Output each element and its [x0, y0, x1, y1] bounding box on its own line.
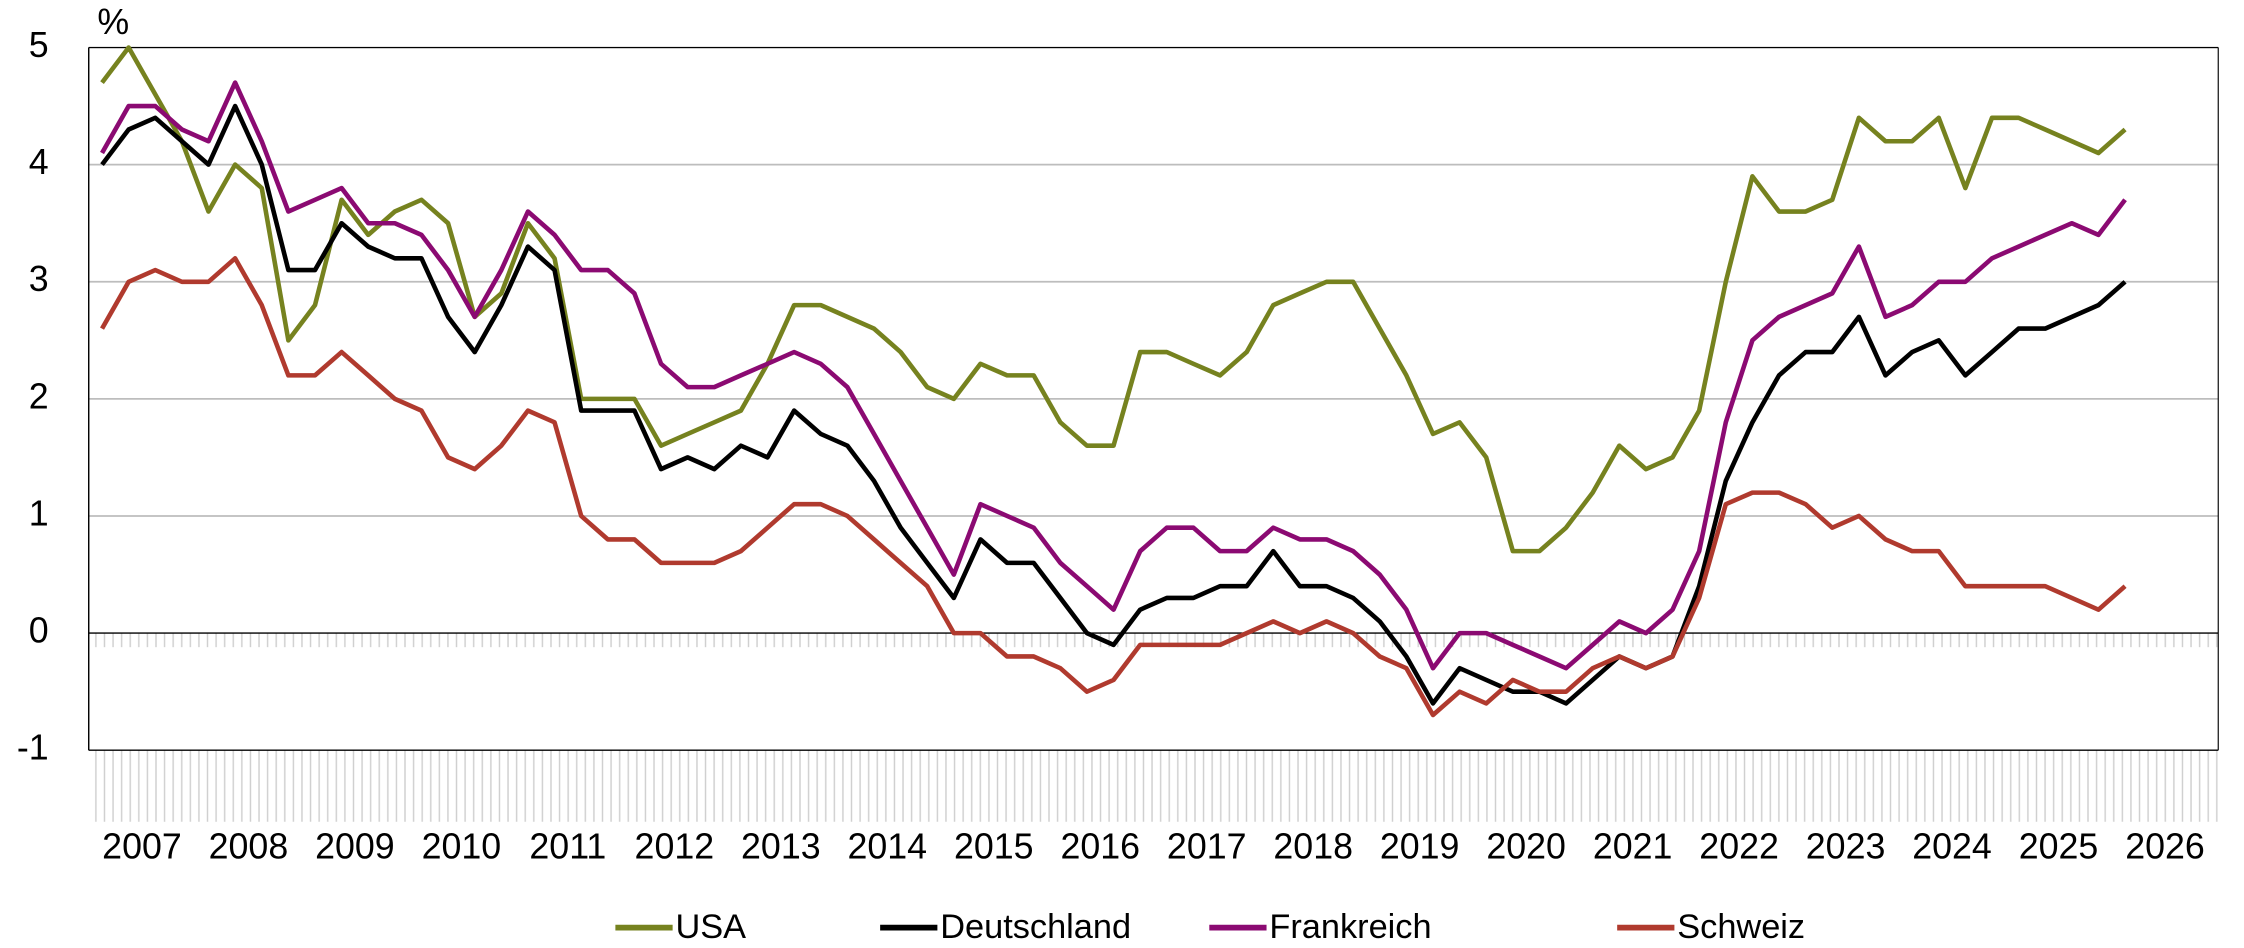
x-tick-label: 2008	[209, 826, 289, 866]
x-tick-label: 2020	[1486, 826, 1566, 866]
series-line	[100, 45, 2127, 554]
legend-label: Schweiz	[1677, 908, 1805, 946]
y-axis-unit: %	[97, 2, 129, 42]
x-tick-label: 2026	[2125, 826, 2205, 866]
zero-hatch	[88, 632, 2219, 648]
x-tick-label: 2025	[2019, 826, 2099, 866]
y-tick-label: -1	[17, 728, 49, 768]
x-tick-label: 2017	[1167, 826, 1247, 866]
x-tick-label: 2016	[1060, 826, 1140, 866]
legend-label: USA	[675, 908, 746, 946]
x-tick-label: 2022	[1699, 826, 1779, 866]
minor-ticks	[88, 750, 2219, 822]
x-tick-label: 2012	[635, 826, 715, 866]
y-tick-label: 5	[29, 25, 49, 65]
legend-label: Frankreich	[1269, 908, 1431, 946]
y-tick-label: 1	[29, 493, 49, 533]
y-tick-label: 3	[29, 259, 49, 299]
x-tick-label: 2015	[954, 826, 1034, 866]
x-tick-label: 2021	[1593, 826, 1673, 866]
x-tick-label: 2007	[102, 826, 182, 866]
series-line	[100, 80, 2127, 671]
y-tick-label: 2	[29, 376, 49, 416]
legend-label: Deutschland	[940, 908, 1131, 946]
y-tick-label: 4	[29, 142, 49, 182]
series-line	[100, 256, 2127, 718]
x-tick-label: 2018	[1273, 826, 1353, 866]
x-tick-label: 2011	[529, 826, 606, 866]
x-tick-label: 2013	[741, 826, 821, 866]
x-tick-label: 2014	[848, 826, 928, 866]
x-tick-label: 2009	[315, 826, 395, 866]
x-tick-label: 2010	[422, 826, 502, 866]
x-tick-label: 2019	[1380, 826, 1460, 866]
x-tick-label: 2023	[1806, 826, 1886, 866]
series-line	[100, 103, 2127, 706]
x-tick-label: 2024	[1912, 826, 1992, 866]
y-tick-label: 0	[29, 611, 49, 651]
